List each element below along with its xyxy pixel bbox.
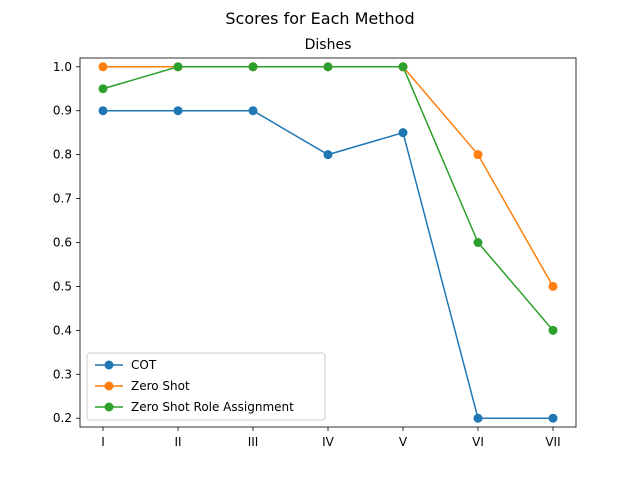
legend-marker	[104, 360, 114, 370]
legend-item: Zero Shot	[95, 379, 190, 393]
data-point	[173, 106, 183, 116]
x-tick-label: I	[101, 435, 105, 449]
y-tick-label: 0.7	[53, 192, 72, 206]
legend: COT Zero Shot Zero Shot Role Assignment	[86, 352, 326, 421]
y-tick-label: 0.4	[53, 323, 72, 337]
y-tick-label: 0.5	[53, 279, 72, 293]
data-point	[323, 62, 333, 72]
data-point	[398, 62, 408, 72]
series-zero-shot-role-assignment	[98, 62, 558, 335]
y-tick-label: 0.9	[53, 104, 72, 118]
data-point	[323, 150, 333, 160]
data-point	[173, 62, 183, 72]
series-cot	[98, 106, 558, 423]
series-layer	[98, 62, 558, 423]
y-tick-label: 0.6	[53, 236, 72, 250]
data-point	[548, 413, 558, 423]
data-point	[473, 238, 483, 247]
data-point	[473, 150, 483, 160]
legend-item: Zero Shot Role Assignment	[95, 400, 294, 414]
data-point	[98, 62, 108, 72]
data-point	[98, 106, 108, 116]
x-tick-label: VII	[545, 435, 560, 449]
legend-item: COT	[95, 358, 157, 372]
x-tick-label: V	[399, 435, 408, 449]
legend-label: Zero Shot	[131, 379, 190, 393]
x-tick-label: VI	[472, 435, 484, 449]
data-point	[248, 62, 258, 72]
data-point	[473, 413, 483, 423]
x-tick-label: IV	[322, 435, 335, 449]
data-point	[98, 84, 108, 94]
legend-label: COT	[131, 358, 157, 372]
legend-label: Zero Shot Role Assignment	[131, 400, 294, 414]
y-tick-label: 0.2	[53, 411, 72, 425]
legend-box	[86, 352, 326, 421]
data-point	[548, 325, 558, 335]
y-axis: 0.2 0.3 0.4 0.5 0.6 0.7 0.8 0.9 1.0	[53, 60, 80, 425]
x-tick-label: III	[248, 435, 259, 449]
y-tick-label: 0.8	[53, 148, 72, 162]
legend-marker	[104, 402, 114, 412]
x-tick-label: II	[174, 435, 181, 449]
legend-marker	[104, 381, 114, 391]
y-tick-label: 1.0	[53, 60, 72, 74]
data-point	[248, 106, 258, 116]
data-point	[548, 281, 558, 291]
x-axis: I II III IV V VI VII	[101, 427, 561, 449]
data-point	[398, 128, 408, 138]
chart-title: Scores for Each Method	[225, 9, 414, 28]
y-tick-label: 0.3	[53, 367, 72, 381]
chart-subtitle: Dishes	[305, 37, 352, 53]
